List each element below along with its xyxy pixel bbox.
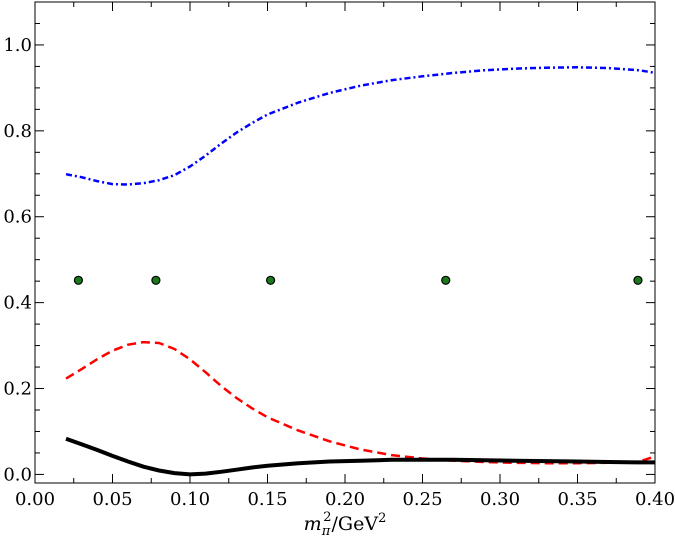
y-ticks: 0.0 0.2 0.4 0.6 0.8 1.0	[3, 1, 655, 485]
x-tick-label: 0.00	[15, 489, 55, 510]
series-3-marker	[633, 275, 643, 285]
x-axis-title: mπ2/GeV2	[304, 510, 387, 539]
series-3-marker	[441, 275, 451, 285]
series-1-line	[65, 340, 656, 465]
x-axis-title-sup: 2	[323, 510, 331, 525]
series-3-marker	[73, 275, 84, 285]
x-axis-title-m: m	[304, 513, 322, 535]
series-2-line	[65, 436, 655, 477]
x-tick-label: 0.30	[480, 489, 520, 510]
series-0-line	[65, 66, 656, 186]
x-axis-title-sub: π	[321, 524, 331, 539]
x-axis-title-unit-sup: 2	[378, 511, 386, 526]
x-axis-title-unit: /GeV	[332, 513, 379, 535]
x-tick-label: 0.40	[635, 489, 675, 510]
x-tick-label: 0.10	[170, 489, 210, 510]
x-tick-label: 0.25	[402, 489, 442, 510]
series-layer	[65, 66, 656, 477]
x-tick-label: 0.15	[247, 489, 287, 510]
x-ticks: 0.00 0.05 0.10 0.15 0.20 0.25 0.30 0.35 0.40	[15, 2, 675, 510]
series-3-marker	[151, 275, 161, 285]
y-tick-label: 0.0	[3, 464, 32, 485]
x-tick-label: 0.20	[325, 489, 365, 510]
x-tick-label: 0.05	[92, 489, 132, 510]
y-tick-label: 0.6	[3, 207, 32, 228]
y-tick-label: 0.4	[3, 293, 32, 314]
y-tick-label: 1.0	[3, 35, 32, 56]
x-tick-label: 0.35	[557, 489, 597, 510]
series-3-marker	[266, 275, 276, 285]
y-tick-label: 0.2	[3, 379, 32, 400]
plot-frame	[34, 1, 656, 484]
y-tick-label: 0.8	[3, 121, 32, 142]
